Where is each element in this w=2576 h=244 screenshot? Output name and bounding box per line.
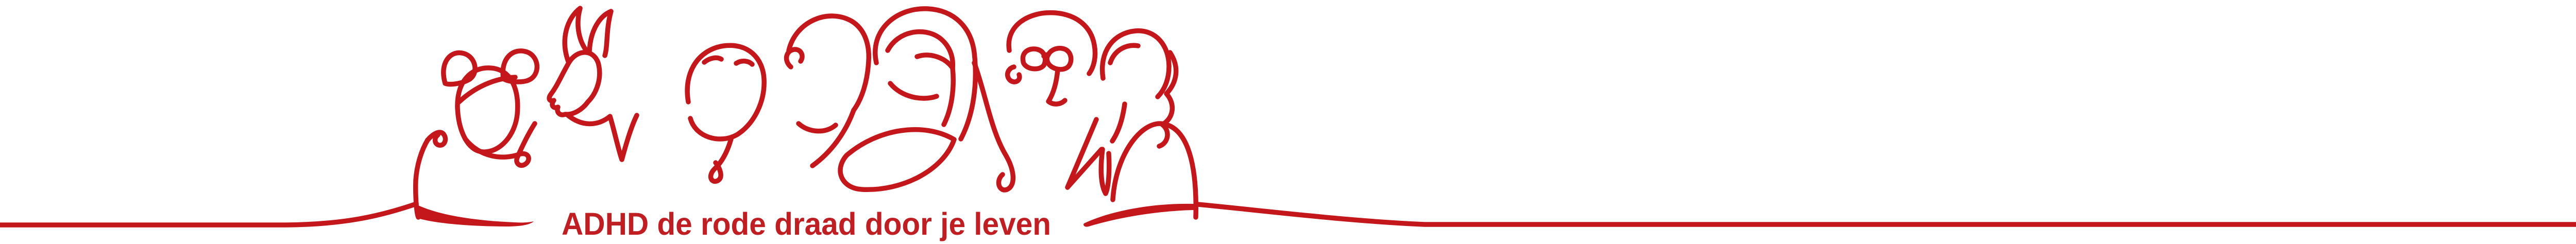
spiky-hair-strand-2 bbox=[587, 9, 614, 58]
man-ear-curl bbox=[784, 47, 805, 69]
glasses-ear-curl bbox=[1005, 64, 1022, 84]
red-thread-left bbox=[0, 201, 419, 228]
lean-neck-line bbox=[1110, 101, 1127, 144]
figure-person-with-glasses bbox=[1005, 10, 1112, 196]
girl-right-pigtail bbox=[500, 48, 540, 84]
girl-chin-curl bbox=[463, 121, 537, 168]
figure-woman-leaning-wavy-hair bbox=[1099, 28, 1199, 220]
woman-smile-line bbox=[888, 81, 939, 101]
profile-neck-spike bbox=[564, 112, 639, 162]
glasses-hair-outline bbox=[1006, 10, 1098, 76]
glasses-bridge bbox=[1041, 52, 1051, 59]
glasses-right-lens bbox=[1044, 46, 1074, 72]
figure-woman-long-hair bbox=[838, 6, 1015, 193]
spiky-hair-strand-1 bbox=[562, 6, 589, 65]
woman-hair-outline bbox=[873, 6, 978, 142]
swoosh-left bbox=[416, 205, 534, 226]
figure-smiling-man-wavy-hair bbox=[784, 13, 871, 168]
tilted-face-outline bbox=[685, 43, 767, 142]
girl-left-pigtail bbox=[441, 50, 478, 87]
glasses-nose-chin-line bbox=[1046, 67, 1067, 107]
figure-girl-with-pigtails bbox=[413, 48, 540, 220]
profile-face-outline bbox=[547, 50, 602, 117]
tilted-face-brow-right bbox=[734, 58, 755, 67]
man-jaw-neck-line bbox=[810, 108, 856, 168]
lean-head-outline bbox=[1099, 28, 1172, 99]
thread-line-right bbox=[1195, 202, 2576, 227]
woman-hair-strand-loop bbox=[972, 60, 1015, 193]
man-head-outline bbox=[786, 13, 871, 113]
girl-fringe-line bbox=[456, 75, 518, 104]
glasses-hand-hairpin bbox=[1098, 147, 1112, 196]
lean-hair-waves bbox=[1157, 50, 1179, 149]
woman-fringe-curl bbox=[885, 29, 956, 71]
tagline-text: ADHD de rode draad door je leven bbox=[562, 206, 1051, 241]
man-smile-line bbox=[796, 121, 838, 134]
lean-inner-hair-line bbox=[1108, 43, 1141, 65]
figure-child-profile-spiky-hair bbox=[547, 6, 639, 162]
girl-shoulder-curl bbox=[425, 130, 448, 148]
red-thread-right bbox=[1195, 202, 2576, 227]
lean-shoulder-hump bbox=[1110, 121, 1199, 220]
tilted-face-neck-teardrop bbox=[708, 136, 734, 184]
glasses-hand-spike bbox=[1065, 117, 1104, 190]
woman-shawl-collar bbox=[838, 127, 957, 192]
girl-torso-line bbox=[413, 137, 430, 220]
tilted-face-brow-left bbox=[702, 55, 724, 65]
figure-tilted-face-short-hair bbox=[685, 43, 767, 184]
glasses-left-lens bbox=[1020, 46, 1048, 72]
swoosh-right bbox=[1083, 203, 1196, 227]
thread-line-left bbox=[0, 201, 419, 228]
swoosh-left-shape bbox=[416, 205, 534, 226]
swoosh-right-shape bbox=[1083, 203, 1196, 227]
woman-face-side-line bbox=[941, 65, 956, 127]
